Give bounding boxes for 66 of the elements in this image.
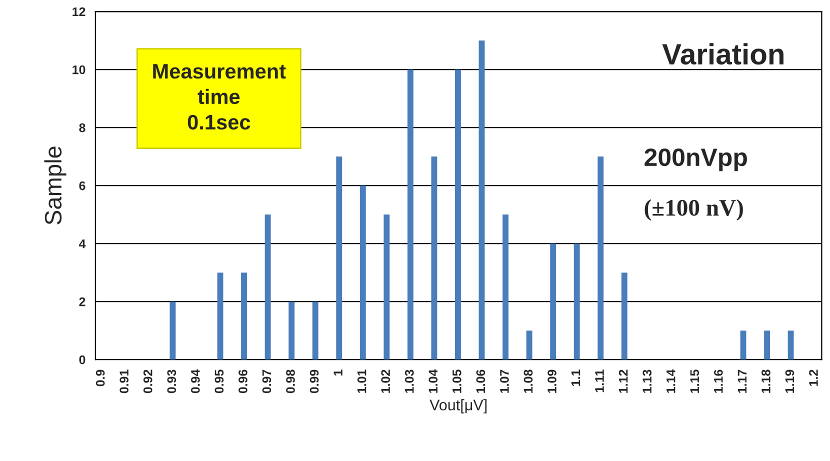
x-tick-label: 0.9 <box>96 370 105 386</box>
x-tick-label: 1.11 <box>595 370 604 392</box>
y-tick-label: 6 <box>79 181 86 190</box>
y-tick-label: 8 <box>79 123 86 132</box>
x-tick-label: 1.05 <box>452 370 462 393</box>
x-tick-label: 1.19 <box>785 370 794 393</box>
y-tick-label: 12 <box>72 7 86 16</box>
x-tick-label: 1.08 <box>524 370 533 393</box>
x-tick-label: 1.06 <box>476 370 486 393</box>
x-tick-label: 0.92 <box>143 370 152 394</box>
x-tick-label: 0.94 <box>190 369 200 394</box>
annotation: (±100 nV) <box>644 199 743 221</box>
x-tick-label: 1.01 <box>357 370 366 393</box>
x-tick-label: 1.14 <box>666 369 676 393</box>
x-tick-label: 0.95 <box>214 370 224 394</box>
x-tick-label: 1.16 <box>714 370 723 393</box>
x-tick-label: 1.12 <box>618 370 628 393</box>
x-tick-label: 1.03 <box>404 370 414 393</box>
bar <box>312 302 318 360</box>
bar <box>407 70 414 360</box>
y-tick-label: 10 <box>72 65 86 74</box>
bar <box>384 214 390 360</box>
x-tick-label: 1.04 <box>428 369 438 393</box>
x-tick-label: 1.17 <box>738 370 746 393</box>
bar <box>288 302 295 360</box>
annotation: Variation <box>662 43 784 65</box>
bar <box>740 330 746 360</box>
x-tick-label: 0.99 <box>310 370 319 394</box>
bar <box>478 40 485 360</box>
bar <box>526 330 532 360</box>
bar <box>241 272 247 360</box>
bar <box>360 186 366 360</box>
x-tick-label: 1.15 <box>690 370 700 393</box>
x-tick-label: 1 <box>334 370 342 376</box>
x-tick-label: 1.02 <box>381 370 390 393</box>
bar <box>264 214 271 360</box>
bar <box>455 70 461 360</box>
x-tick-label: 1.09 <box>548 370 556 393</box>
x-tick-label: 0.98 <box>286 370 295 394</box>
bar <box>598 156 604 360</box>
annotation: 200nVpp <box>644 148 747 172</box>
bar <box>170 302 176 360</box>
bar <box>336 156 342 360</box>
x-tick-label: 0.91 <box>120 370 129 394</box>
bar <box>431 156 438 360</box>
y-tick-label: 2 <box>79 297 86 306</box>
bar <box>550 244 556 360</box>
bar <box>621 272 628 360</box>
x-tick-label: 0.97 <box>262 370 272 394</box>
y-tick-label: 4 <box>78 239 86 248</box>
x-tick-label: 1.07 <box>500 370 509 393</box>
x-tick-label: 1.13 <box>642 370 652 393</box>
bar <box>217 272 224 360</box>
bar <box>764 330 770 360</box>
bar <box>502 214 508 360</box>
x-axis-title: Vout[μV] <box>430 399 487 414</box>
x-tick-label: 0.93 <box>167 370 176 394</box>
x-tick-label: 1.1 <box>571 370 580 386</box>
x-tick-label: 1.2 <box>809 370 818 386</box>
bar <box>574 244 580 360</box>
bar <box>788 330 794 360</box>
annotation: Measurement time 0.1sec <box>153 64 286 130</box>
y-tick-label: 0 <box>79 355 86 364</box>
x-tick-label: 1.18 <box>762 370 770 393</box>
y-axis-title: Sample <box>44 146 66 225</box>
x-tick-label: 0.96 <box>238 370 248 394</box>
